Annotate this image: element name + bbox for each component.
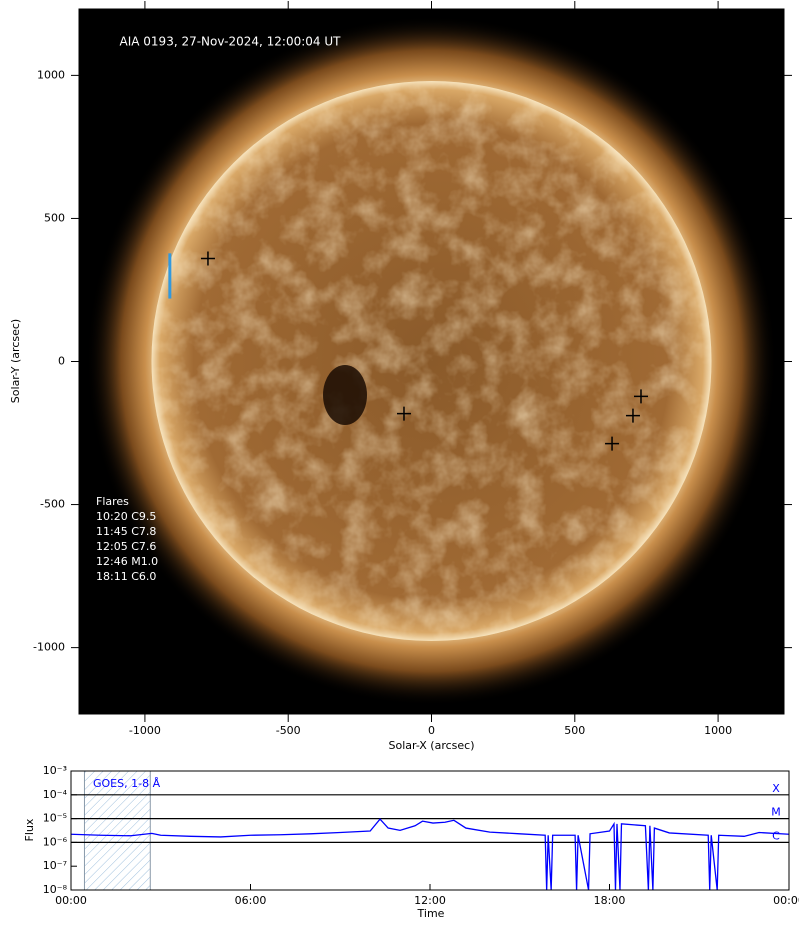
y-tick-label: 10⁻³	[43, 764, 67, 777]
goes-y-label: Flux	[23, 818, 36, 841]
x-tick-label: 500	[564, 724, 585, 737]
flare-entry: 11:45 C7.8	[96, 525, 156, 538]
y-tick-label: 0	[58, 355, 65, 368]
x-tick-label: 0	[428, 724, 435, 737]
y-tick-label: -1000	[33, 641, 65, 654]
x-tick-label: 06:00	[235, 894, 267, 907]
flare-marker	[605, 436, 620, 451]
goes-x-label: Time	[417, 907, 445, 920]
flare-marker	[396, 406, 411, 421]
flare-entry: 18:11 C6.0	[96, 570, 156, 583]
flare-marker	[625, 408, 640, 423]
x-tick-label: -500	[276, 724, 301, 737]
coronal-hole	[323, 365, 367, 425]
sun-image	[79, 9, 784, 714]
shaded-region	[83, 770, 151, 891]
y-tick-label: 10⁻⁵	[43, 812, 67, 825]
x-tick-label: 1000	[704, 724, 732, 737]
flare-entry: 10:20 C9.5	[96, 510, 156, 523]
y-tick-label: 1000	[37, 68, 65, 81]
x-tick-label: 18:00	[594, 894, 626, 907]
flare-entry: 12:46 M1.0	[96, 555, 158, 568]
legend-entry: GOES, 1-8 Å	[93, 777, 161, 790]
y-tick-label: -500	[40, 498, 65, 511]
x-tick-label: 12:00	[414, 894, 446, 907]
flare-entry: 12:05 C7.6	[96, 540, 156, 553]
y-tick-label: 10⁻⁴	[43, 788, 68, 801]
y-tick-label: 10⁻⁸	[43, 883, 68, 896]
x-tick-label: -1000	[129, 724, 161, 737]
flare-marker	[633, 389, 648, 404]
y-axis-label: Solar-Y (arcsec)	[9, 319, 22, 403]
class-label: M	[771, 806, 781, 819]
disk-texture	[151, 81, 712, 641]
flare-marker	[200, 251, 215, 266]
class-label: X	[772, 782, 780, 795]
image-title: AIA 0193, 27-Nov-2024, 12:00:04 UT	[120, 35, 342, 49]
y-tick-label: 10⁻⁷	[43, 859, 67, 872]
x-axis-label: Solar-X (arcsec)	[389, 739, 475, 752]
y-tick-label: 500	[44, 211, 65, 224]
class-label: C	[772, 829, 780, 842]
flares-title: Flares	[96, 495, 129, 508]
y-tick-label: 10⁻⁶	[43, 835, 68, 848]
x-tick-label: 00:00	[773, 894, 799, 907]
x-tick-label: 00:00	[55, 894, 87, 907]
goes-background	[71, 771, 789, 890]
